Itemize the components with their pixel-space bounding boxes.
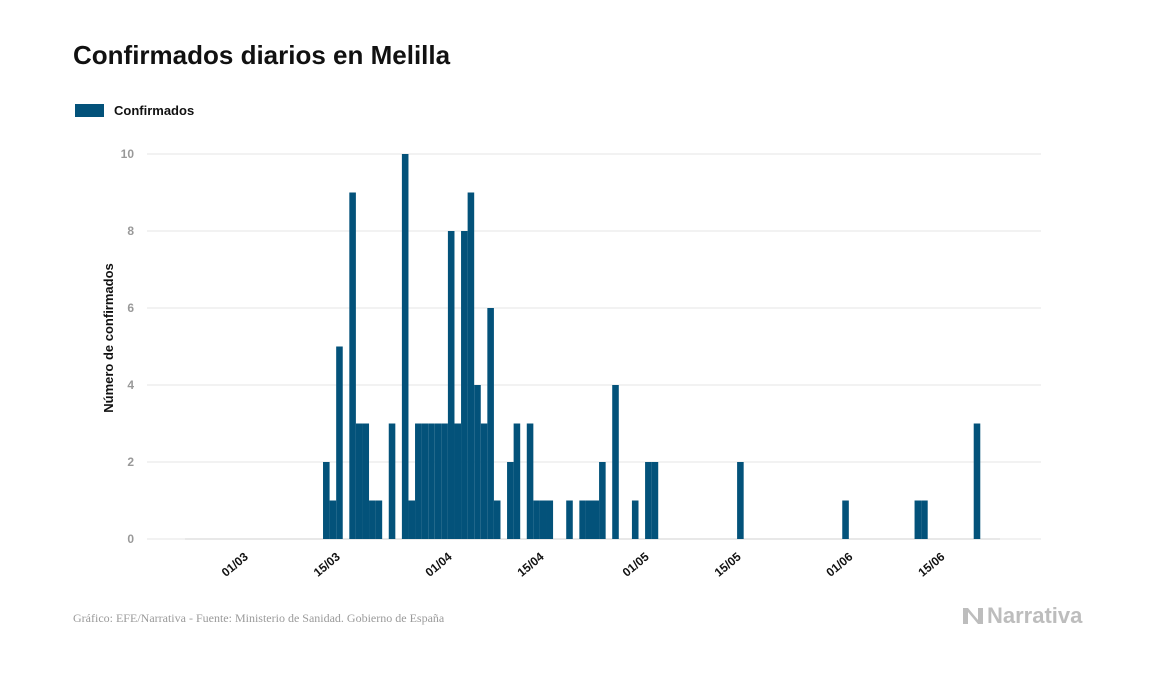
brand-logo: Narrativa	[962, 603, 1082, 629]
bar	[513, 423, 521, 539]
bar	[454, 423, 462, 539]
brand-name: Narrativa	[987, 603, 1083, 628]
y-tick-label: 4	[127, 378, 134, 392]
bar	[415, 423, 422, 539]
bar	[737, 462, 744, 539]
x-tick-label: 01/03	[219, 549, 251, 579]
bar	[428, 423, 435, 539]
bar	[592, 500, 600, 539]
bar	[336, 346, 343, 539]
bar	[651, 462, 659, 539]
bar	[921, 500, 928, 539]
y-tick-label: 2	[127, 455, 134, 469]
bar	[914, 500, 922, 539]
bar	[526, 423, 534, 539]
bar	[323, 462, 330, 539]
bar	[441, 423, 448, 539]
x-tick-label: 01/06	[823, 549, 855, 579]
bar	[480, 423, 488, 539]
bar	[467, 192, 475, 539]
bar	[375, 500, 383, 539]
bar	[579, 500, 586, 539]
bar	[487, 308, 494, 539]
bar	[388, 423, 396, 539]
bar	[585, 500, 593, 539]
bar	[645, 462, 652, 539]
y-tick-label: 6	[127, 301, 134, 315]
x-axis-ticks: 01/03 15/03 01/04 15/04 01/05 15/05 01/06 15/06	[219, 549, 948, 579]
legend: Confirmados	[75, 103, 194, 118]
bar	[329, 500, 337, 539]
legend-label: Confirmados	[114, 103, 195, 118]
bar	[369, 500, 376, 539]
bar	[973, 423, 981, 539]
x-tick-label: 01/04	[423, 549, 455, 579]
bar	[401, 154, 409, 539]
y-axis-label: Número de confirmados	[101, 263, 116, 413]
bar	[539, 500, 547, 539]
y-tick-label: 8	[127, 224, 134, 238]
bar	[434, 423, 442, 539]
bar	[355, 423, 363, 539]
bar	[599, 462, 606, 539]
bar	[507, 462, 514, 539]
bar	[631, 500, 639, 539]
y-axis-ticks: 0 2 4 6 8 10	[121, 147, 135, 546]
bar	[842, 500, 849, 539]
y-tick-label: 0	[127, 532, 134, 546]
gridlines	[147, 153, 1041, 540]
bars	[185, 154, 1000, 540]
legend-swatch	[75, 104, 104, 117]
bar	[421, 423, 429, 539]
x-tick-label: 15/06	[915, 549, 947, 579]
bar	[408, 500, 416, 539]
chart-title: Confirmados diarios en Melilla	[73, 40, 451, 70]
y-tick-label: 10	[121, 147, 135, 161]
bar	[461, 231, 468, 539]
x-tick-label: 15/03	[311, 549, 343, 579]
bar	[566, 500, 573, 539]
x-tick-label: 15/04	[515, 549, 547, 579]
bar	[349, 192, 356, 539]
bar	[493, 500, 501, 539]
bar	[533, 500, 540, 539]
bar	[362, 423, 370, 539]
x-tick-label: 01/05	[620, 549, 652, 579]
bar	[546, 500, 554, 539]
narrativa-logo-icon	[963, 608, 983, 624]
bar	[612, 385, 619, 539]
x-tick-label: 15/05	[712, 549, 744, 579]
source-note: Gráfico: EFE/Narrativa - Fuente: Ministe…	[73, 611, 445, 625]
bar	[447, 231, 455, 539]
bar	[474, 385, 481, 539]
